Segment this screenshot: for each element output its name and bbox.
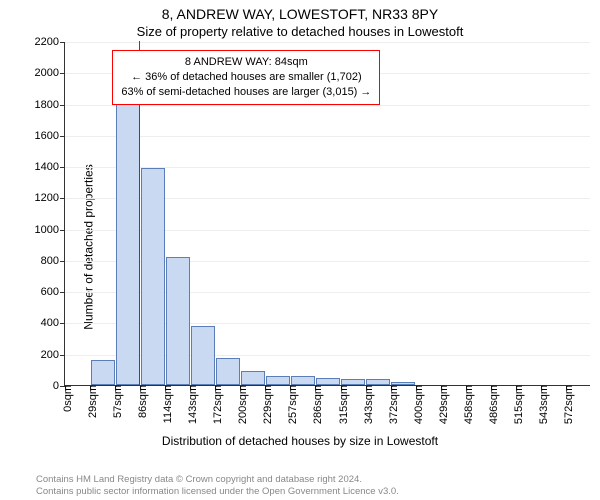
xtick-label: 114sqm: [156, 385, 174, 423]
xtick-label: 572sqm: [557, 385, 575, 424]
histogram-bar: [366, 379, 390, 385]
attribution-footer: Contains HM Land Registry data © Crown c…: [0, 474, 600, 498]
ytick-label: 1200: [35, 192, 65, 204]
histogram-bar: [316, 378, 340, 385]
ytick-label: 2200: [35, 36, 65, 48]
histogram-bar: [216, 358, 240, 385]
xtick-label: 257sqm: [281, 385, 299, 424]
footer-line-2: Contains public sector information licen…: [36, 486, 600, 498]
xtick-label: 315sqm: [332, 385, 350, 424]
xtick-label: 229sqm: [256, 385, 274, 424]
histogram-bar: [116, 104, 140, 385]
xtick-label: 86sqm: [131, 385, 149, 418]
x-axis-label: Distribution of detached houses by size …: [0, 434, 600, 448]
gridline: [65, 42, 590, 43]
xtick-label: 458sqm: [457, 385, 475, 424]
histogram-bar: [291, 376, 315, 385]
annotation-box: 8 ANDREW WAY: 84sqm← 36% of detached hou…: [112, 50, 380, 105]
chart-area: Number of detached properties 0200400600…: [0, 42, 600, 452]
ytick-label: 600: [41, 286, 65, 298]
xtick-label: 343sqm: [357, 385, 375, 424]
histogram-bar: [266, 376, 290, 385]
annotation-line-2: ← 36% of detached houses are smaller (1,…: [121, 70, 371, 85]
histogram-bar: [391, 382, 415, 385]
gridline: [65, 136, 590, 137]
xtick-label: 400sqm: [407, 385, 425, 424]
annotation-line-1: 8 ANDREW WAY: 84sqm: [121, 55, 371, 70]
ytick-label: 800: [41, 255, 65, 267]
chart-subtitle: Size of property relative to detached ho…: [0, 22, 600, 39]
plot-area: 0200400600800100012001400160018002000220…: [64, 42, 590, 386]
xtick-label: 0sqm: [56, 385, 74, 412]
gridline: [65, 105, 590, 106]
ytick-label: 200: [41, 349, 65, 361]
ytick-label: 2000: [35, 67, 65, 79]
xtick-label: 372sqm: [382, 385, 400, 424]
chart-title: 8, ANDREW WAY, LOWESTOFT, NR33 8PY: [0, 0, 600, 22]
xtick-label: 515sqm: [507, 385, 525, 424]
histogram-bar: [241, 371, 265, 385]
histogram-bar: [191, 326, 215, 385]
xtick-label: 286sqm: [306, 385, 324, 424]
ytick-label: 1800: [35, 99, 65, 111]
xtick-label: 543sqm: [532, 385, 550, 424]
xtick-label: 200sqm: [231, 385, 249, 424]
ytick-label: 400: [41, 317, 65, 329]
ytick-label: 1600: [35, 130, 65, 142]
histogram-bar: [91, 360, 115, 385]
xtick-label: 57sqm: [106, 385, 124, 418]
ytick-label: 1000: [35, 224, 65, 236]
histogram-bar: [341, 379, 365, 385]
xtick-label: 172sqm: [206, 385, 224, 424]
xtick-label: 29sqm: [81, 385, 99, 418]
xtick-label: 429sqm: [432, 385, 450, 424]
footer-line-1: Contains HM Land Registry data © Crown c…: [36, 474, 600, 486]
histogram-bar: [141, 168, 165, 385]
annotation-line-3: 63% of semi-detached houses are larger (…: [121, 85, 371, 100]
histogram-bar: [166, 257, 190, 385]
xtick-label: 486sqm: [482, 385, 500, 424]
xtick-label: 143sqm: [181, 385, 199, 424]
ytick-label: 1400: [35, 161, 65, 173]
